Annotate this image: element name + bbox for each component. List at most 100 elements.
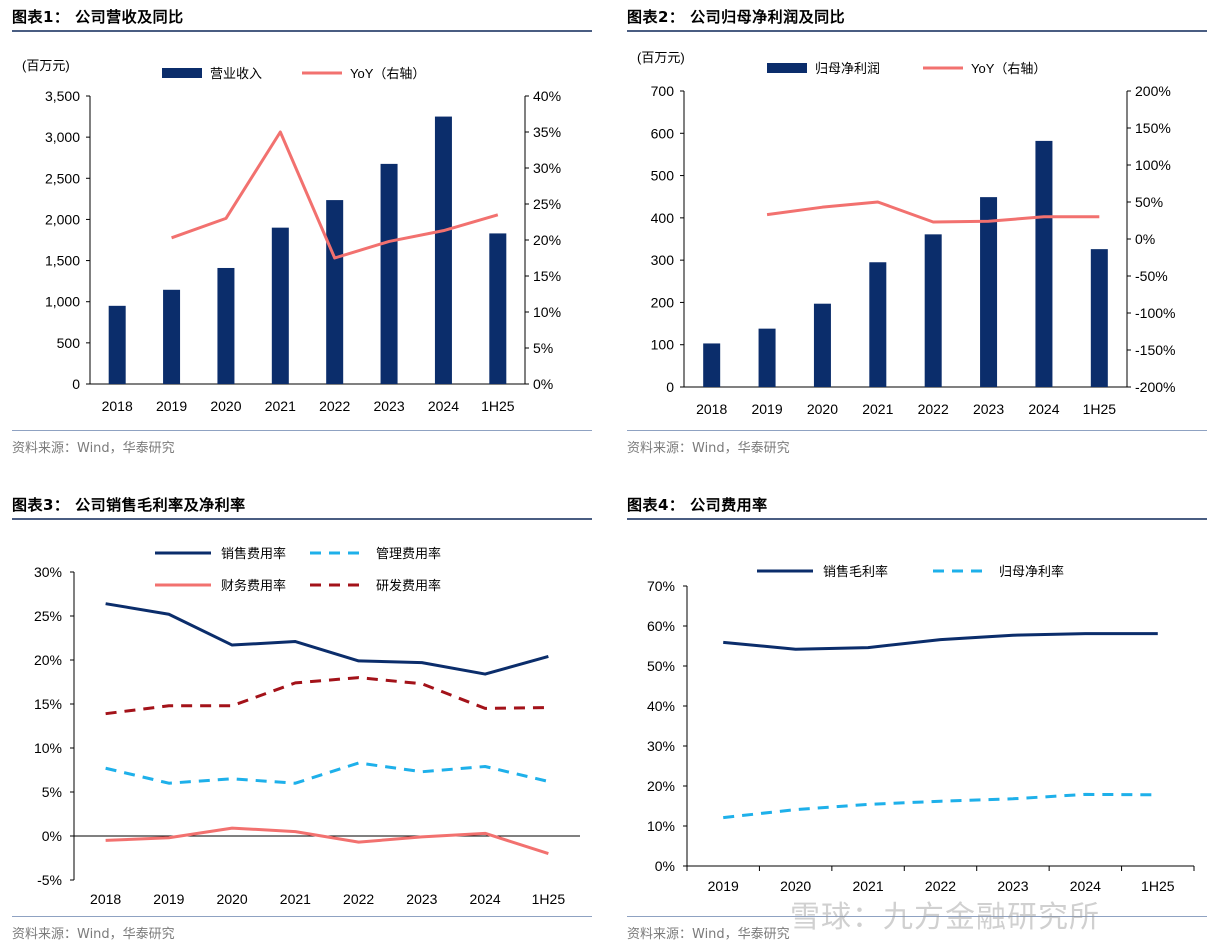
right-tick-label: 40% bbox=[533, 88, 561, 104]
x-tick-label: 1H25 bbox=[1141, 878, 1175, 894]
right-tick-label: 0% bbox=[533, 376, 553, 392]
x-tick-label: 2023 bbox=[406, 891, 437, 907]
right-tick-label: 35% bbox=[533, 124, 561, 140]
x-tick-label: 1H25 bbox=[481, 398, 515, 414]
figure-2-title: 图表2： 公司归母净利润及同比 bbox=[627, 8, 846, 26]
unit-label: (百万元) bbox=[637, 50, 685, 65]
legend-bar-label: 营业收入 bbox=[210, 66, 262, 81]
bar-2022 bbox=[924, 234, 942, 387]
source-divider bbox=[627, 916, 1207, 917]
y-tick-label: 60% bbox=[647, 618, 675, 634]
legend-label-3: 研发费用率 bbox=[376, 578, 441, 593]
right-tick-label: -50% bbox=[1135, 268, 1168, 284]
figure-1-title: 图表1： 公司营收及同比 bbox=[12, 8, 184, 26]
bar-2019 bbox=[163, 289, 181, 384]
source-divider bbox=[12, 916, 592, 917]
margin-chart: 0% 10% 20% 30% 40% 50% 60% 70% 2019 2020 2021 2022 2… bbox=[647, 564, 1195, 894]
left-tick-label: 3,500 bbox=[45, 88, 80, 104]
series-line-1 bbox=[723, 792, 1158, 820]
y-tick-label: 0% bbox=[42, 828, 62, 844]
right-tick-label: 150% bbox=[1135, 120, 1171, 136]
x-tick-label: 2023 bbox=[997, 878, 1028, 894]
y-tick-label: 10% bbox=[34, 740, 62, 756]
unit-label: (百万元) bbox=[22, 58, 70, 73]
title-divider bbox=[627, 30, 1207, 32]
y-tick-label: 25% bbox=[34, 608, 62, 624]
y-tick-label: 5% bbox=[42, 784, 62, 800]
bar-2022 bbox=[326, 200, 344, 384]
x-tick-label: 2021 bbox=[862, 401, 893, 417]
legend-line-label: YoY（右轴） bbox=[350, 66, 425, 81]
y-tick-label: 15% bbox=[34, 696, 62, 712]
figure-4-title: 图表4： 公司费用率 bbox=[627, 496, 768, 514]
x-tick-label: 2020 bbox=[780, 878, 811, 894]
source-note: 资料来源：Wind，华泰研究 bbox=[627, 927, 790, 942]
series-line-1 bbox=[105, 761, 549, 785]
right-tick-label: 25% bbox=[533, 196, 561, 212]
right-tick-label: -150% bbox=[1135, 342, 1175, 358]
bar-2019 bbox=[758, 328, 776, 387]
watermark-text: 雪球：九方金融研究所 bbox=[790, 900, 1100, 935]
yoy-line bbox=[766, 200, 1100, 224]
right-tick-label: 15% bbox=[533, 268, 561, 284]
x-tick-label: 2024 bbox=[470, 891, 501, 907]
left-tick-label: 600 bbox=[651, 125, 675, 141]
source-note: 资料来源：Wind，华泰研究 bbox=[627, 441, 790, 456]
bar-2018 bbox=[108, 305, 126, 384]
x-tick-label: 2018 bbox=[90, 891, 121, 907]
x-tick-label: 2022 bbox=[319, 398, 350, 414]
legend-label-0: 销售费用率 bbox=[221, 546, 286, 561]
left-tick-label: 500 bbox=[57, 335, 81, 351]
bar-2024 bbox=[1035, 140, 1053, 387]
x-tick-label: 1H25 bbox=[1083, 401, 1117, 417]
title-divider bbox=[12, 30, 592, 32]
source-note: 资料来源：Wind，华泰研究 bbox=[12, 927, 175, 942]
source-divider bbox=[627, 430, 1207, 431]
x-tick-label: 2019 bbox=[153, 891, 184, 907]
left-tick-label: 2,500 bbox=[45, 170, 80, 186]
right-tick-label: 50% bbox=[1135, 194, 1163, 210]
expense-ratio-chart: -5% 0% 5% 10% 15% 20% 25% 30% 2018 2019 2020 2021 20… bbox=[34, 546, 580, 907]
y-tick-label: 50% bbox=[647, 658, 675, 674]
y-tick-label: 10% bbox=[647, 818, 675, 834]
right-tick-label: -200% bbox=[1135, 379, 1175, 395]
y-tick-label: -5% bbox=[37, 872, 62, 888]
bar-2020 bbox=[813, 303, 831, 387]
legend-label-0: 销售毛利率 bbox=[823, 564, 888, 579]
x-tick-label: 1H25 bbox=[532, 891, 566, 907]
series-line-2 bbox=[105, 826, 549, 856]
left-tick-label: 100 bbox=[651, 337, 675, 353]
right-tick-label: -100% bbox=[1135, 305, 1175, 321]
right-tick-label: 200% bbox=[1135, 83, 1171, 99]
right-tick-label: 10% bbox=[533, 304, 561, 320]
series-line-0 bbox=[723, 632, 1158, 651]
left-tick-label: 1,500 bbox=[45, 253, 80, 269]
y-tick-label: 20% bbox=[647, 778, 675, 794]
x-tick-label: 2020 bbox=[217, 891, 248, 907]
x-tick-label: 2021 bbox=[280, 891, 311, 907]
bar-2024 bbox=[434, 116, 452, 385]
right-tick-label: 30% bbox=[533, 160, 561, 176]
revenue-chart: (百万元) 0 500 1,000 1,500 2,000 2,500 3,000 3,500 0… bbox=[22, 58, 561, 414]
x-tick-label: 2024 bbox=[1070, 878, 1101, 894]
series-line-3 bbox=[105, 676, 549, 716]
y-tick-label: 20% bbox=[34, 652, 62, 668]
left-tick-label: 500 bbox=[651, 168, 675, 184]
legend-line-label: YoY（右轴） bbox=[971, 61, 1046, 76]
bar-1H25 bbox=[489, 233, 507, 384]
left-tick-label: 0 bbox=[72, 376, 80, 392]
x-tick-label: 2021 bbox=[852, 878, 883, 894]
bar-2023 bbox=[980, 197, 998, 387]
net-profit-chart: (百万元) 0 100 200 300 400 500 600 700 -200% -150% -10… bbox=[637, 50, 1175, 417]
series-line-0 bbox=[105, 602, 549, 676]
legend-bar-label: 归母净利润 bbox=[815, 61, 880, 76]
x-tick-label: 2023 bbox=[373, 398, 404, 414]
left-tick-label: 200 bbox=[651, 294, 675, 310]
bar-2021 bbox=[271, 227, 289, 384]
left-tick-label: 700 bbox=[651, 83, 675, 99]
bar-2023 bbox=[380, 163, 398, 384]
legend-label-1: 管理费用率 bbox=[376, 546, 441, 561]
x-tick-label: 2018 bbox=[696, 401, 727, 417]
y-tick-label: 30% bbox=[647, 738, 675, 754]
y-tick-label: 0% bbox=[655, 858, 675, 874]
